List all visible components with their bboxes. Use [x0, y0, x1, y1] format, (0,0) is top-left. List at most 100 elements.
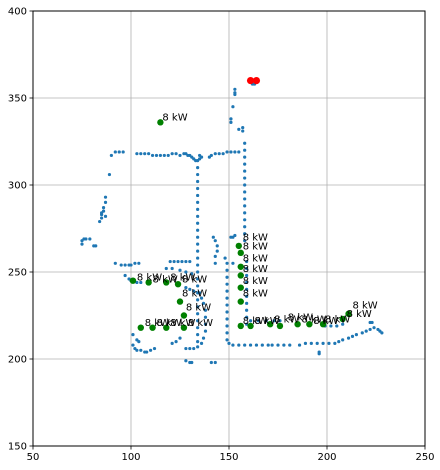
- network-point: [360, 331, 364, 335]
- network-point: [137, 340, 141, 344]
- network-point: [309, 341, 313, 345]
- network-point: [196, 200, 200, 204]
- network-point: [213, 360, 217, 365]
- power-annotation: 8 kW: [243, 288, 268, 299]
- network-point: [196, 277, 200, 281]
- network-point: [196, 319, 200, 323]
- power-annotation: 8 kW: [170, 318, 195, 329]
- network-point: [372, 326, 376, 330]
- charging-station-point: [247, 322, 254, 330]
- annotations: 8 kW8 kW8 kW8 kW8 kW8 kW8 kW8 kW8 kW8 kW…: [137, 113, 378, 329]
- network-point: [317, 350, 321, 354]
- network-point: [225, 310, 229, 314]
- x-tick-label: 100: [121, 452, 140, 463]
- network-point: [243, 225, 247, 229]
- network-point: [196, 242, 200, 246]
- network-point: [350, 334, 355, 338]
- network-point: [243, 176, 247, 180]
- network-point: [176, 259, 180, 264]
- network-point: [264, 319, 268, 323]
- network-point: [243, 239, 247, 243]
- network-point: [152, 346, 157, 351]
- charging-station-point: [137, 324, 144, 331]
- network-point: [199, 296, 204, 300]
- network-point: [225, 338, 229, 342]
- network-point: [245, 315, 249, 319]
- network-point: [225, 317, 229, 321]
- network-point: [233, 233, 237, 238]
- network-point: [243, 155, 247, 159]
- power-annotation: 8 kW: [243, 254, 268, 265]
- network-point: [231, 261, 235, 265]
- network-point: [266, 343, 270, 347]
- network-point: [223, 256, 227, 260]
- network-point: [129, 263, 133, 267]
- network-point: [196, 270, 200, 274]
- charging-station-point: [266, 321, 274, 328]
- network-point: [199, 155, 204, 159]
- network-point: [84, 237, 88, 241]
- network-point: [231, 343, 235, 347]
- network-point: [225, 296, 229, 300]
- network-point: [368, 327, 372, 332]
- network-point: [196, 207, 200, 211]
- x-tick-label: 150: [219, 452, 238, 463]
- network-point: [100, 216, 104, 220]
- network-point: [133, 261, 137, 265]
- network-point: [196, 172, 200, 177]
- charging-station-point: [149, 324, 156, 331]
- power-annotation: 8 kW: [153, 274, 178, 285]
- network-point: [245, 322, 249, 326]
- power-annotation: 8 kW: [243, 233, 268, 244]
- network-point: [196, 166, 200, 170]
- network-point: [139, 280, 143, 285]
- network-point: [209, 360, 213, 365]
- axis-ticks: 50 100 150 200 250 150 200 250 300 350 400: [8, 7, 435, 464]
- y-tick-label: 350: [8, 94, 27, 105]
- network-point: [213, 261, 217, 265]
- network-point: [315, 341, 319, 345]
- network-point: [380, 331, 384, 335]
- network-point: [225, 303, 229, 307]
- network-point: [94, 244, 98, 248]
- network-point: [178, 153, 182, 158]
- network-point: [213, 254, 217, 258]
- network-point: [180, 259, 184, 264]
- charging-station-point: [237, 263, 244, 270]
- network-point: [135, 348, 139, 352]
- network-point: [245, 308, 249, 312]
- y-tick-label: 200: [8, 355, 27, 366]
- network-point: [170, 152, 174, 156]
- network-point: [209, 153, 213, 158]
- network-point: [121, 150, 125, 154]
- network-point: [337, 340, 341, 344]
- network-point: [245, 266, 249, 271]
- network-point: [139, 152, 143, 156]
- network-point: [188, 259, 192, 264]
- network-point: [184, 286, 188, 290]
- network-point: [135, 152, 139, 156]
- network-point: [170, 341, 174, 345]
- network-point: [196, 345, 200, 349]
- network-point: [243, 183, 247, 187]
- network-point: [229, 117, 233, 121]
- power-annotation: 8 kW: [156, 318, 181, 329]
- depot-point: [246, 77, 255, 85]
- network-point: [196, 256, 200, 260]
- network-point: [213, 239, 217, 243]
- charging-station-point: [235, 242, 242, 250]
- network-point: [170, 266, 174, 271]
- network-point: [150, 153, 155, 158]
- network-point: [154, 153, 159, 158]
- network-point: [272, 319, 276, 323]
- network-point: [196, 333, 200, 337]
- network-point: [245, 273, 249, 278]
- network-point: [364, 329, 368, 333]
- charging-station-point: [237, 284, 244, 291]
- power-annotation: 8 kW: [274, 314, 299, 325]
- charging-station-point: [237, 298, 244, 305]
- network-point: [88, 237, 92, 241]
- network-point: [303, 341, 308, 345]
- network-point: [227, 341, 231, 345]
- network-point: [196, 179, 200, 184]
